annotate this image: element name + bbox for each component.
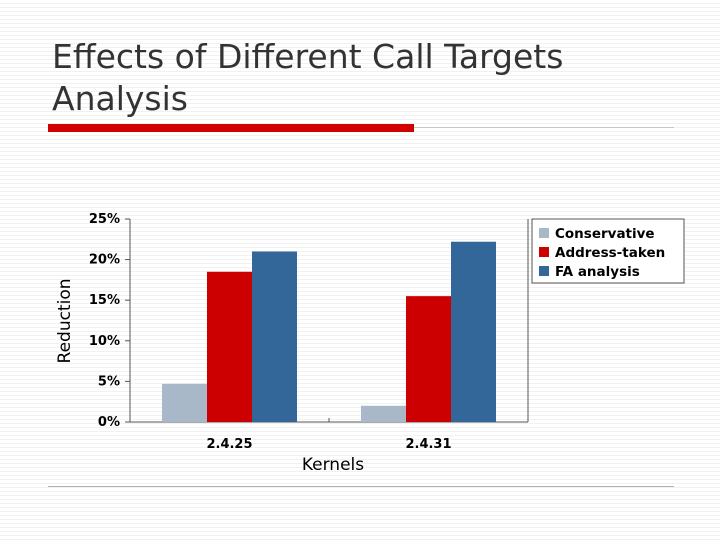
y-tick-label: 0% bbox=[98, 415, 120, 430]
slide-title: Effects of Different Call Targets Analys… bbox=[52, 37, 564, 118]
y-tick-label: 10% bbox=[89, 334, 120, 349]
footer-divider-line bbox=[48, 486, 674, 487]
bars bbox=[162, 241, 496, 422]
legend-label: Address-taken bbox=[555, 245, 665, 261]
bar-fa-analysis-0 bbox=[252, 251, 297, 422]
legend-swatch bbox=[539, 247, 549, 257]
legend-swatch bbox=[539, 228, 549, 238]
bar-conservative-0 bbox=[162, 383, 207, 422]
legend-label: Conservative bbox=[555, 226, 655, 242]
category-label: 2.4.25 bbox=[206, 437, 252, 452]
category-labels: 2.4.25 2.4.31 bbox=[206, 418, 452, 452]
title-accent-bar bbox=[48, 124, 414, 132]
bar-address-taken-0 bbox=[207, 271, 252, 422]
y-axis-title: Reduction bbox=[55, 279, 75, 364]
y-tick-label: 20% bbox=[89, 253, 120, 268]
bar-conservative-1 bbox=[361, 405, 406, 422]
bar-fa-analysis-1 bbox=[451, 241, 496, 422]
legend: Conservative Address-taken FA analysis bbox=[531, 218, 685, 284]
category-label: 2.4.31 bbox=[405, 437, 451, 452]
legend-box bbox=[531, 218, 685, 284]
title-divider-line bbox=[414, 127, 674, 128]
y-tick-label: 5% bbox=[98, 374, 120, 389]
y-tick-label: 15% bbox=[89, 293, 120, 308]
bar-address-taken-1 bbox=[406, 296, 451, 422]
y-tick-label: 25% bbox=[89, 212, 120, 227]
legend-items: Conservative Address-taken FA analysis bbox=[539, 226, 665, 280]
y-axis-ticks: 0% 5% 10% 15% 20% 25% bbox=[89, 212, 130, 430]
x-axis-title: Kernels bbox=[302, 455, 364, 475]
legend-label: FA analysis bbox=[555, 264, 640, 280]
legend-swatch bbox=[539, 266, 549, 276]
